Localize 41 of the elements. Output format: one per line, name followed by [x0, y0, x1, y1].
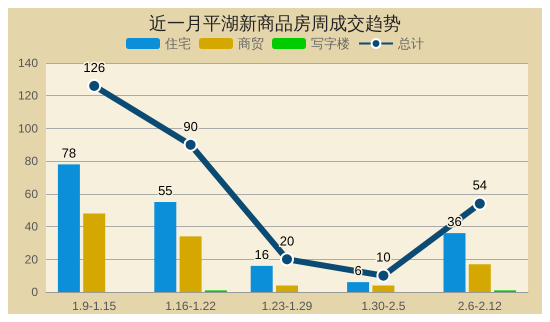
data-label: 54	[472, 178, 488, 193]
chart-title: 近一月平湖新商品房周成交趋势	[149, 14, 401, 34]
x-tick-label: 1.16-1.22	[165, 299, 216, 313]
y-tick-label: 80	[24, 154, 38, 168]
legend-label: 住宅	[164, 36, 191, 51]
point	[280, 252, 294, 266]
legend-label: 写字楼	[311, 36, 350, 51]
bar	[250, 266, 273, 292]
data-label: 78	[62, 145, 76, 160]
point	[87, 78, 102, 93]
y-tick-label: 60	[24, 186, 38, 201]
data-label: 90	[183, 118, 198, 134]
bar	[372, 285, 394, 292]
bar	[276, 285, 298, 292]
x-tick-label: 1.30-2.5	[361, 299, 406, 313]
bar	[83, 213, 106, 292]
x-tick-label: 2.6-2.12	[458, 299, 502, 313]
bar	[444, 233, 466, 292]
y-tick-label: 0	[31, 285, 38, 299]
point	[376, 268, 390, 283]
point	[184, 138, 198, 152]
y-tick-label: 100	[18, 121, 38, 136]
data-label: 20	[280, 233, 294, 248]
x-tick-label: 1.23-1.29	[262, 299, 313, 313]
bar	[347, 282, 370, 292]
bar	[180, 236, 202, 292]
y-tick-label: 40	[24, 220, 38, 234]
y-tick-label: 120	[18, 88, 38, 103]
legend-label: 商贸	[238, 36, 264, 51]
legend-label: 总计	[397, 36, 424, 51]
x-tick-label: 1.9-1.15	[72, 299, 117, 313]
data-label: 10	[376, 250, 391, 265]
bar	[58, 164, 80, 292]
bar	[468, 264, 491, 292]
data-label: 16	[254, 246, 269, 262]
bar	[154, 202, 176, 292]
y-tick-label: 140	[18, 56, 38, 70]
point	[472, 196, 487, 211]
data-label: 55	[158, 183, 173, 198]
y-tick-label: 20	[24, 252, 38, 266]
data-label: 126	[83, 60, 106, 75]
